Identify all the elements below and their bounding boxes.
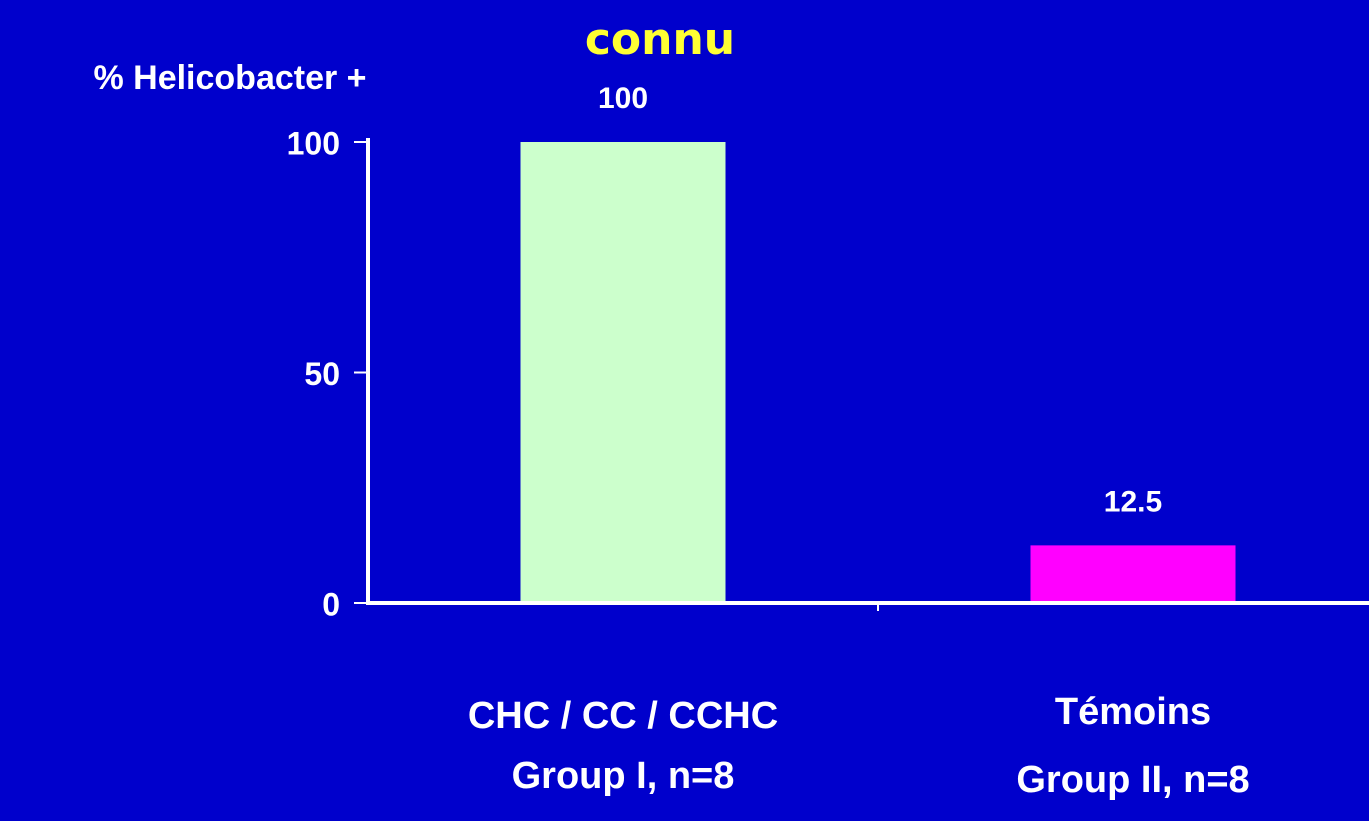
x-tick-label: Témoins — [1055, 691, 1211, 733]
bar — [1030, 545, 1236, 603]
y-axis-label: % Helicobacter + — [93, 59, 366, 97]
y-tick-label: 100 — [287, 125, 340, 161]
chart-title: connu — [585, 14, 735, 65]
y-tick-label: 50 — [304, 356, 340, 392]
data-label: 12.5 — [1104, 485, 1162, 518]
x-tick-label: CHC / CC / CCHC — [468, 695, 778, 737]
data-label: 100 — [598, 82, 648, 115]
y-tick-label: 0 — [322, 586, 340, 622]
bar — [520, 142, 726, 603]
x-tick-label: Group I, n=8 — [512, 755, 735, 797]
x-tick-label: Group II, n=8 — [1016, 759, 1249, 801]
